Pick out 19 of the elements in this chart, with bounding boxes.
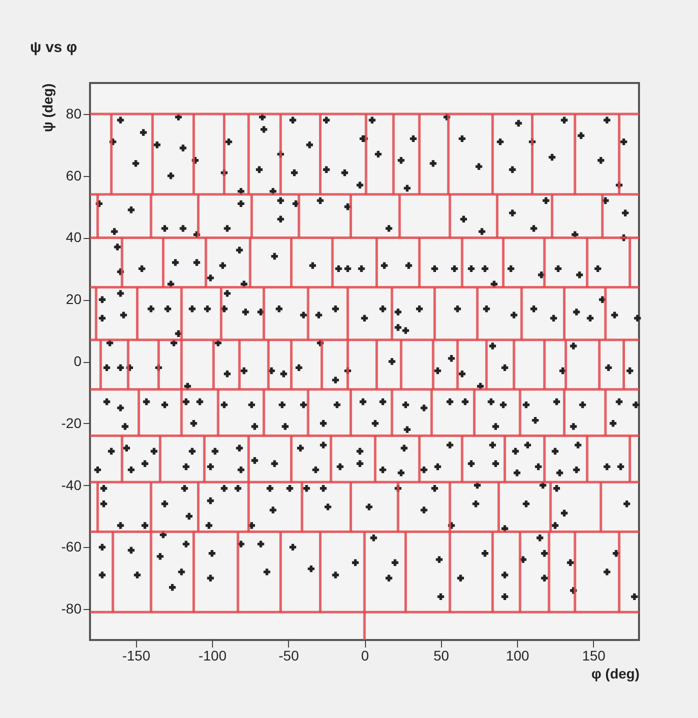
chart-title: ψ vs φ [30, 39, 78, 56]
y-tick-label: -80 [61, 600, 82, 617]
y-tick-label: -20 [61, 414, 82, 431]
y-tick-label: -60 [61, 538, 82, 555]
y-tick-label: 60 [66, 167, 82, 184]
x-tick-label: -50 [278, 648, 300, 664]
x-tick-label: 0 [361, 648, 370, 664]
y-tick-label: 40 [66, 229, 82, 246]
y-tick-label: -40 [61, 476, 82, 493]
x-tick-label: 150 [582, 648, 606, 664]
x-tick-label: -150 [122, 648, 150, 664]
y-tick-label: 20 [66, 291, 82, 308]
x-tick-label: 100 [506, 648, 530, 664]
y-axis-title: ψ (deg) [39, 84, 56, 132]
y-tick-label: 80 [66, 105, 82, 122]
x-tick-label: -100 [198, 648, 227, 664]
y-tick-label: 0 [74, 353, 82, 369]
x-tick-label: 50 [433, 648, 450, 664]
x-axis-title: φ (deg) [591, 666, 640, 682]
